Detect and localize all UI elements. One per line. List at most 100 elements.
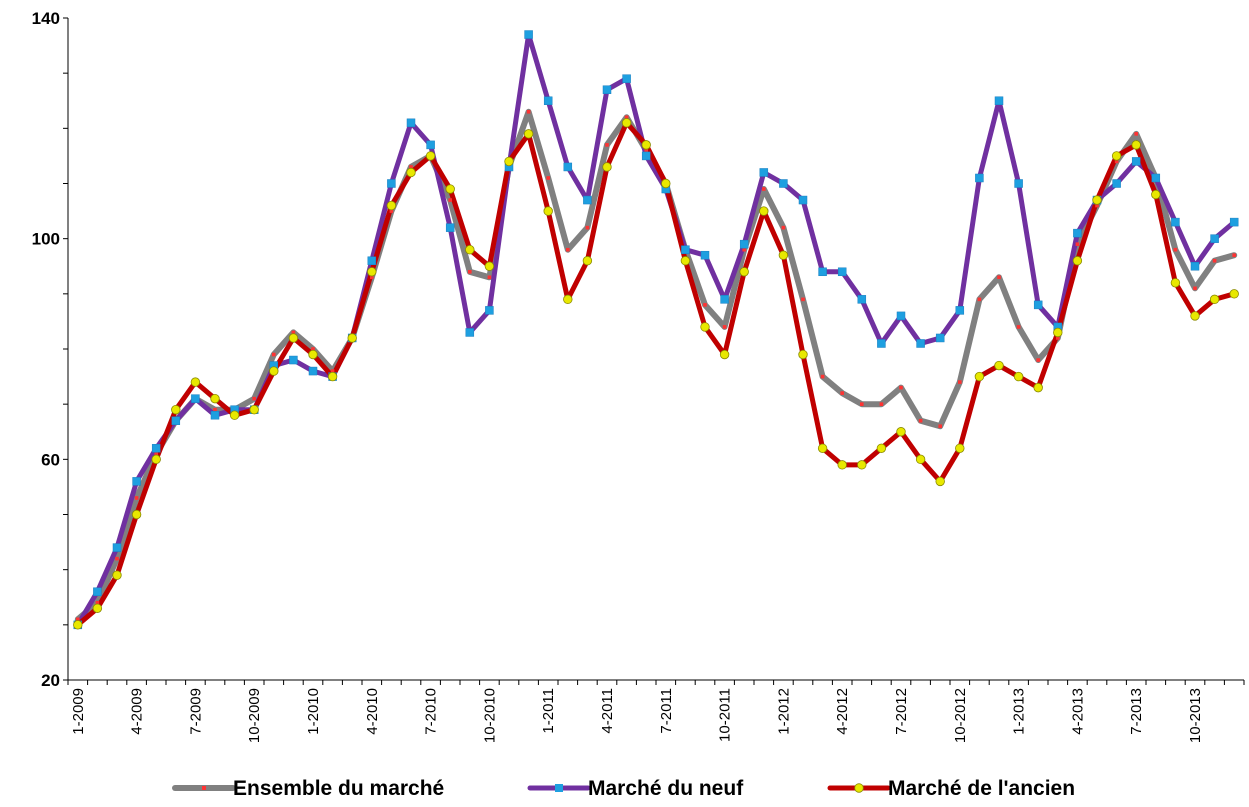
data-point — [327, 371, 338, 382]
legend-label-0: Ensemble du marché — [233, 777, 444, 800]
series-markers-0 — [76, 109, 1236, 622]
data-point — [1092, 195, 1102, 205]
x-tick-label: 4-2010 — [364, 688, 381, 735]
data-point — [1111, 151, 1122, 161]
data-point — [1131, 157, 1141, 166]
data-point — [585, 225, 590, 230]
data-point — [1190, 262, 1200, 271]
data-point — [879, 402, 884, 406]
data-point — [840, 391, 844, 395]
legend-swatch-marker-0 — [202, 786, 206, 790]
data-point — [229, 410, 240, 420]
data-point — [1053, 327, 1063, 338]
data-point — [1033, 382, 1043, 393]
data-point — [151, 444, 161, 453]
data-point — [543, 206, 553, 216]
data-point — [1114, 159, 1119, 164]
data-point — [1072, 256, 1083, 266]
data-point — [1095, 203, 1099, 208]
data-point — [112, 570, 122, 580]
data-point — [798, 349, 808, 360]
data-point — [1170, 278, 1181, 288]
data-point — [445, 223, 455, 232]
data-point — [641, 140, 651, 150]
data-point — [289, 355, 298, 365]
data-point — [1036, 358, 1040, 362]
data-point — [1112, 179, 1121, 188]
data-point — [370, 275, 374, 280]
data-point — [288, 333, 299, 343]
data-point — [801, 297, 805, 302]
data-point — [134, 496, 139, 500]
data-point — [742, 247, 746, 252]
data-point — [820, 374, 825, 379]
data-point — [681, 245, 690, 254]
data-point — [896, 427, 906, 437]
data-point — [523, 129, 534, 139]
data-point — [308, 349, 318, 360]
data-point — [1212, 258, 1217, 263]
data-point — [876, 443, 887, 454]
y-axis-ticks: 20 60 100 140 — [32, 9, 68, 690]
data-point — [781, 225, 786, 230]
x-tick-label: 10-2011 — [717, 688, 734, 742]
data-point — [465, 328, 475, 337]
data-point — [426, 140, 435, 150]
data-point — [778, 250, 789, 260]
data-point — [526, 109, 531, 114]
data-point — [837, 460, 847, 470]
data-point — [504, 156, 514, 167]
data-point — [857, 295, 867, 304]
data-point — [818, 267, 827, 277]
data-point — [955, 306, 965, 315]
data-point — [1014, 179, 1023, 188]
data-point — [406, 167, 416, 178]
data-point — [583, 195, 592, 205]
data-point — [387, 179, 396, 188]
data-point — [543, 96, 553, 105]
data-point — [210, 393, 220, 404]
data-point — [935, 333, 945, 343]
data-point — [151, 454, 161, 465]
data-point — [703, 303, 707, 307]
data-point — [918, 418, 923, 423]
data-point — [406, 118, 416, 128]
data-point — [566, 247, 570, 252]
x-tick-label: 4-2013 — [1069, 688, 1086, 735]
data-point — [994, 360, 1004, 371]
data-point — [602, 85, 612, 94]
data-point — [154, 452, 158, 456]
chart-axes — [67, 18, 1244, 681]
data-point — [1193, 286, 1197, 291]
data-point — [249, 404, 259, 415]
data-point — [877, 339, 886, 348]
data-point — [661, 178, 671, 189]
data-point — [779, 179, 788, 188]
data-point — [73, 620, 83, 630]
data-point — [76, 617, 80, 622]
x-tick-label: 7-2009 — [187, 688, 204, 735]
data-point — [563, 294, 573, 305]
data-point — [1229, 217, 1239, 227]
data-point — [759, 206, 769, 216]
data-point — [1232, 253, 1236, 258]
data-point — [720, 295, 729, 304]
data-point — [272, 352, 276, 357]
data-point — [762, 187, 766, 191]
data-point — [798, 195, 808, 205]
x-tick-label: 7-2010 — [423, 688, 440, 735]
data-point — [1229, 289, 1239, 299]
data-point — [445, 184, 455, 194]
data-point — [899, 385, 903, 390]
x-tick-label: 4-2012 — [834, 688, 851, 735]
data-point — [1151, 189, 1161, 200]
data-point — [1209, 294, 1220, 305]
data-point — [759, 168, 769, 177]
x-tick-label: 7-2013 — [1128, 688, 1145, 735]
data-point — [485, 306, 494, 315]
data-point — [311, 347, 315, 351]
data-point — [1131, 140, 1141, 150]
data-point — [739, 239, 749, 249]
data-point — [465, 244, 475, 255]
